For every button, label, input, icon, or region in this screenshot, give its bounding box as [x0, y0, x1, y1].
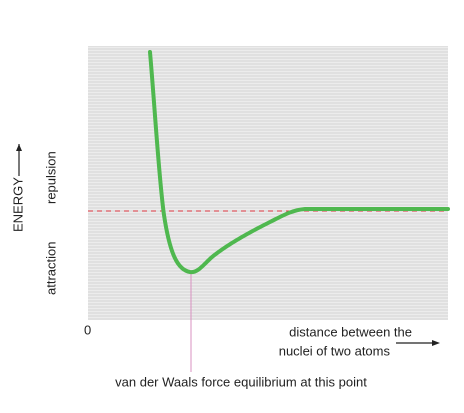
distance-arrowhead [432, 340, 440, 346]
energy-axis-label: ENERGY [10, 144, 25, 232]
attraction-label: attraction [43, 242, 58, 295]
distance-label-line-2: nuclei of two atoms [279, 343, 391, 358]
energy-arrowhead [16, 144, 22, 151]
origin-label: 0 [84, 322, 91, 337]
repulsion-label: repulsion [43, 151, 58, 204]
potential-curve [148, 50, 450, 275]
energy-label: ENERGY [10, 177, 25, 232]
equilibrium-annotation: van der Waals force equilibrium at this … [115, 374, 367, 389]
plot-area [88, 46, 448, 320]
distance-label-line-1: distance between the [289, 324, 412, 339]
